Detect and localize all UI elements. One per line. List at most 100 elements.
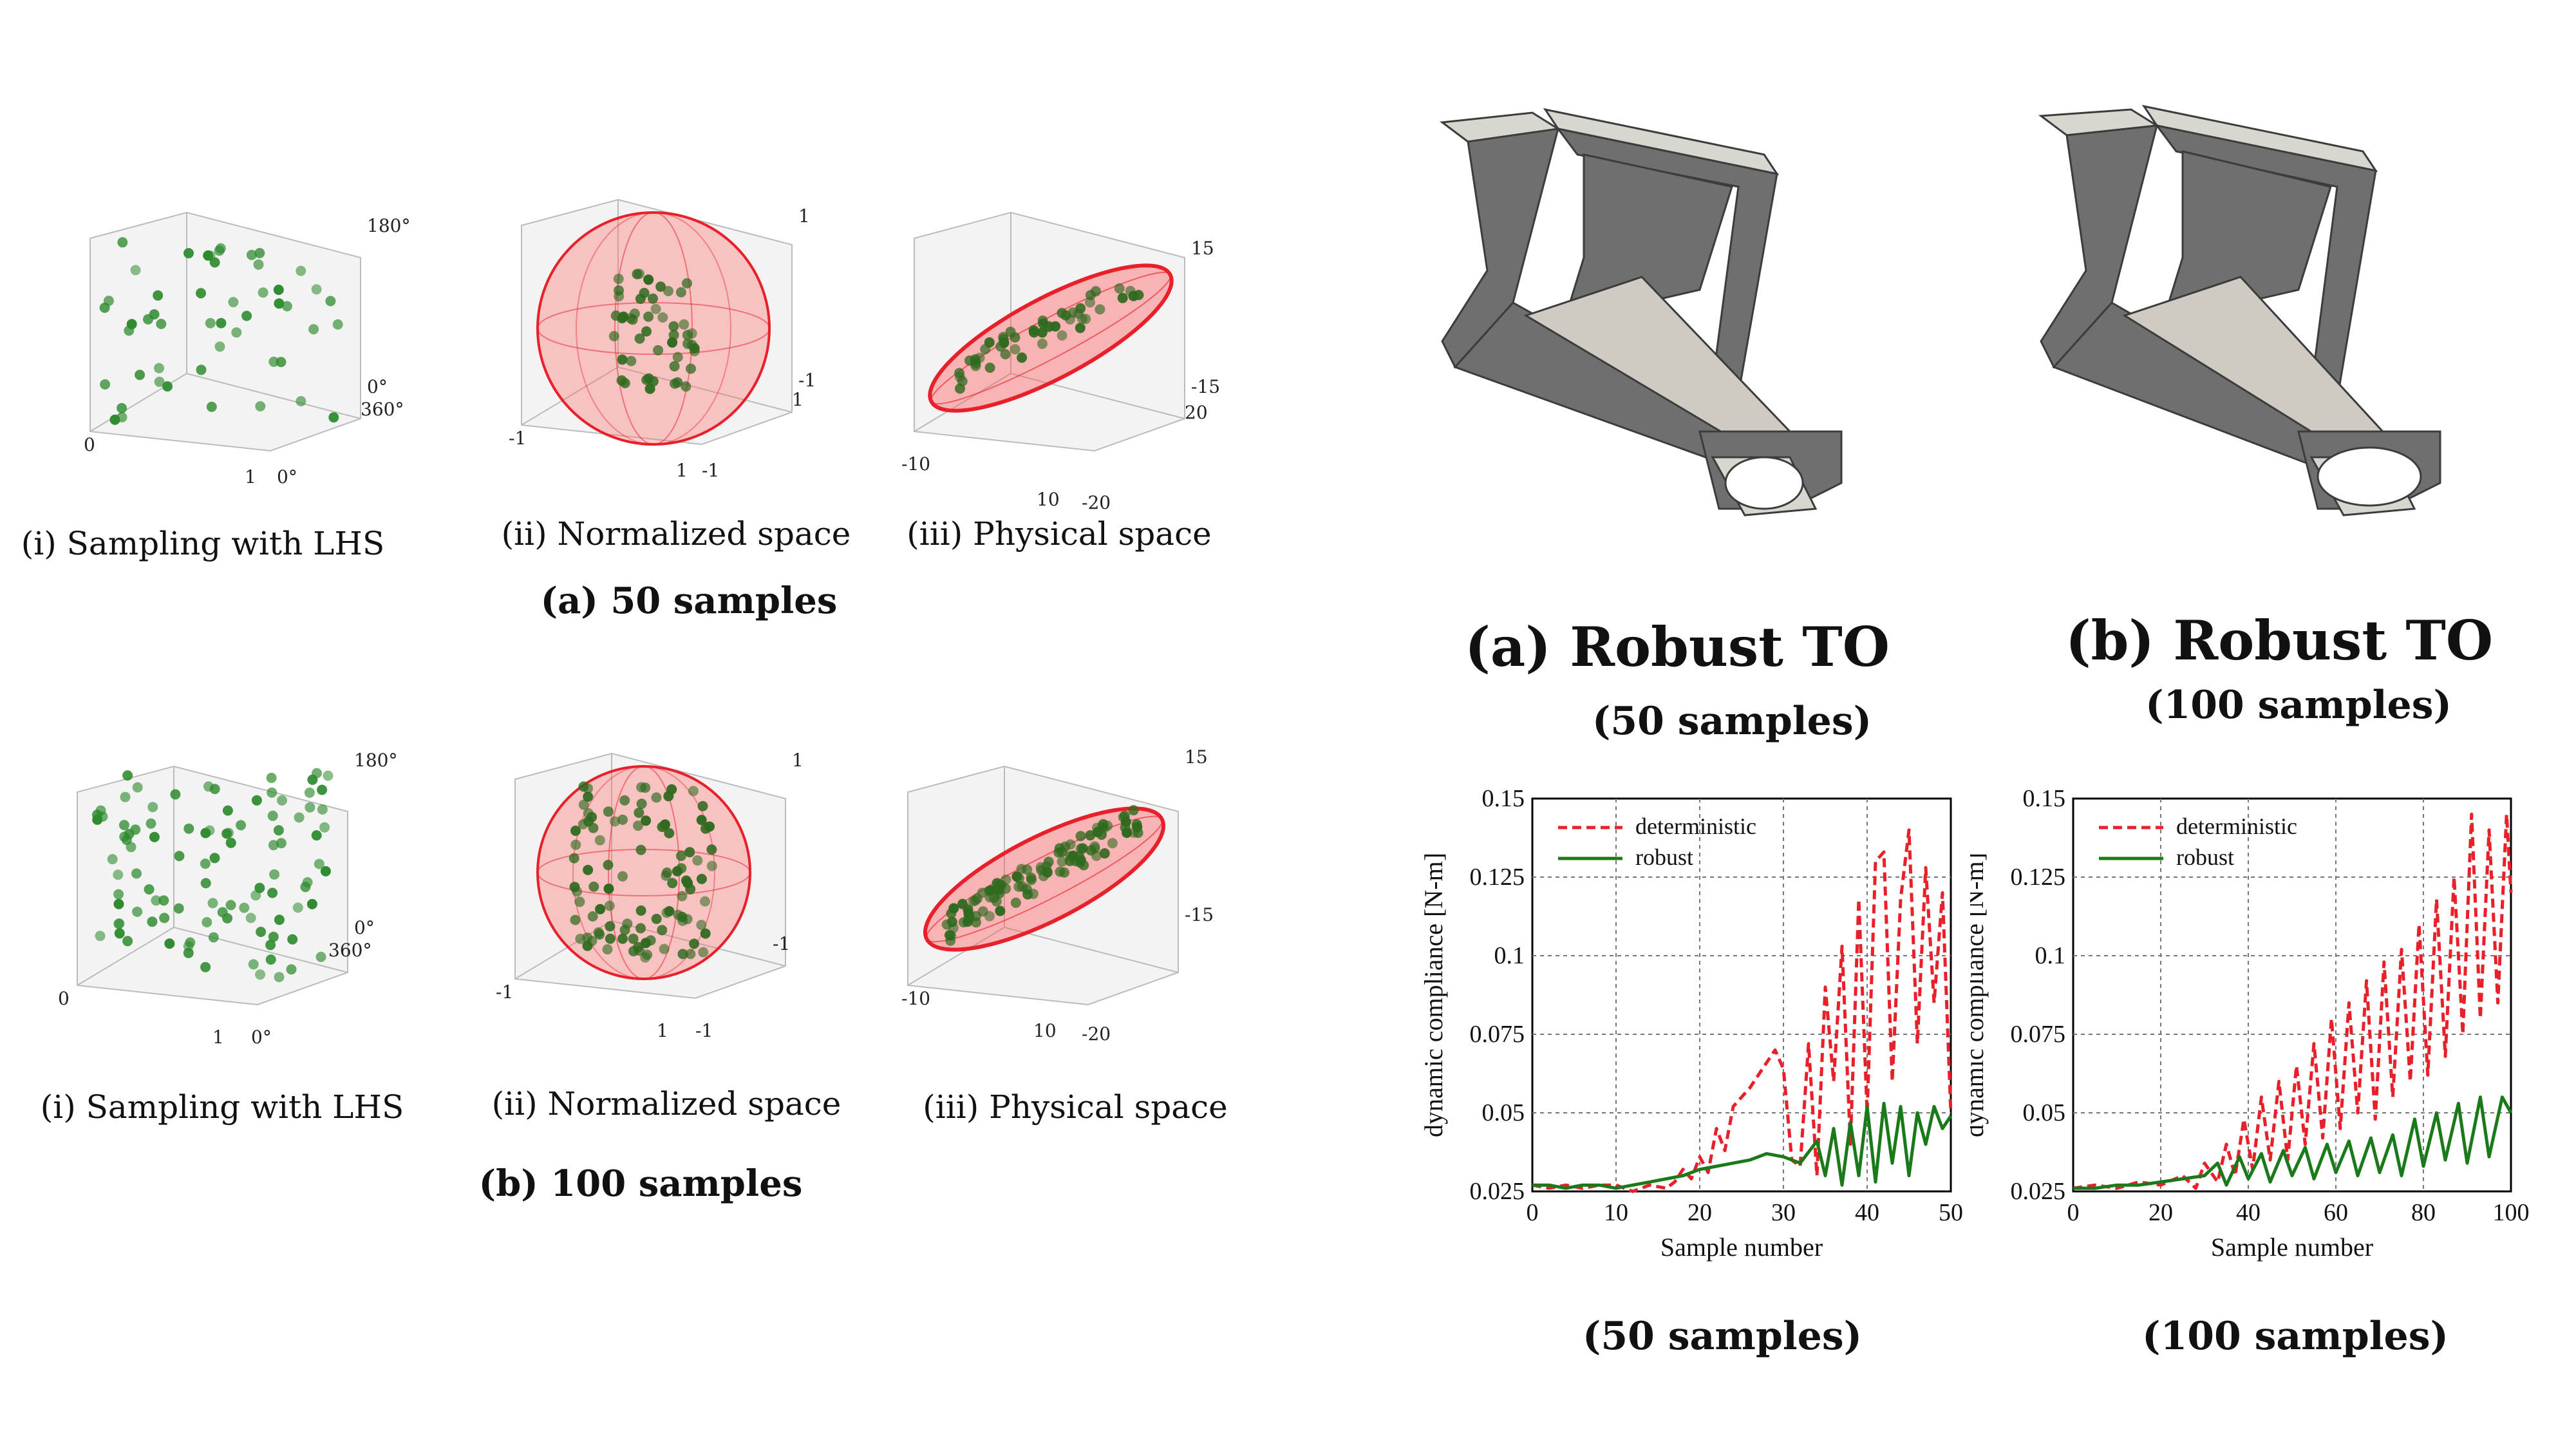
sample-point xyxy=(1065,851,1076,862)
sample-point xyxy=(1054,843,1065,854)
sample-point xyxy=(619,925,630,936)
y-axis-label: dynamic compliance [N-m] xyxy=(1419,853,1448,1137)
sample-point xyxy=(144,884,155,895)
x-tick-left: -10 xyxy=(901,988,930,1009)
sample-point xyxy=(687,339,697,350)
sample-point xyxy=(661,907,672,918)
sample-point xyxy=(619,377,630,388)
sample-point xyxy=(236,820,247,831)
sample-point xyxy=(634,808,644,818)
sample-point xyxy=(248,959,259,970)
physical-space-plot-b: 15 -15 -10 10 -20 xyxy=(901,746,1214,1045)
sample-point xyxy=(268,840,279,851)
sample-point xyxy=(1098,819,1109,829)
sample-point xyxy=(1095,304,1105,315)
sample-point xyxy=(700,928,711,939)
sample-point xyxy=(1042,867,1053,878)
sample-point xyxy=(254,248,265,258)
sample-point xyxy=(1037,338,1048,349)
z-tick-bottom: 0° xyxy=(354,917,375,938)
sample-point xyxy=(670,378,680,389)
sample-point xyxy=(216,317,227,328)
sample-point xyxy=(255,969,266,980)
sample-point xyxy=(170,789,181,800)
sample-point xyxy=(603,884,614,894)
sample-point xyxy=(635,905,646,916)
sample-point xyxy=(610,816,620,827)
series-line-deterministic xyxy=(2073,812,2513,1190)
sample-point xyxy=(634,945,644,956)
sample-point xyxy=(984,911,995,922)
sample-point xyxy=(595,904,606,914)
sample-point xyxy=(281,301,292,312)
sample-point xyxy=(700,823,711,834)
sample-point xyxy=(135,370,146,381)
sample-points xyxy=(954,283,1144,394)
sample-point xyxy=(618,311,629,322)
sample-point xyxy=(583,864,594,875)
sample-point xyxy=(645,935,656,946)
sample-point xyxy=(117,237,128,248)
sample-point xyxy=(97,811,108,822)
robust-to-structure-b xyxy=(2038,104,2441,516)
sample-point xyxy=(570,839,581,850)
sample-point xyxy=(1085,297,1095,308)
sample-point xyxy=(130,265,141,276)
sample-point xyxy=(972,893,982,904)
sample-point xyxy=(688,786,699,797)
sample-point xyxy=(207,898,218,909)
x-tick-label: 80 xyxy=(2411,1199,2436,1226)
x-tick-right: 1 xyxy=(212,1027,224,1048)
sample-point xyxy=(274,914,285,925)
sample-point xyxy=(682,278,692,289)
sample-point xyxy=(1092,827,1103,838)
sample-point xyxy=(202,917,212,927)
sample-point xyxy=(1075,323,1086,334)
sample-point xyxy=(268,356,279,367)
sample-point xyxy=(305,802,315,813)
z-tick-top: 180° xyxy=(354,750,397,771)
sample-point xyxy=(984,363,995,373)
sample-point xyxy=(672,352,683,363)
sample-point xyxy=(650,303,661,314)
x-tick-label: 40 xyxy=(2236,1199,2261,1226)
y-tick-bottom: -20 xyxy=(1082,1023,1111,1045)
sample-point xyxy=(320,866,331,876)
sample-point xyxy=(156,319,167,329)
sample-point xyxy=(99,302,110,313)
sample-point xyxy=(164,938,175,949)
sample-point xyxy=(183,947,194,958)
y-tick-label: 0.075 xyxy=(2011,1021,2066,1048)
chart-caption-100: (100 samples) xyxy=(2142,1314,2449,1359)
sample-point xyxy=(663,286,673,296)
sample-point xyxy=(651,913,662,924)
sample-point xyxy=(1013,873,1024,884)
sample-point xyxy=(696,873,707,884)
sample-point xyxy=(196,288,206,299)
sample-point xyxy=(569,853,579,864)
sample-point xyxy=(1099,848,1110,859)
sample-point xyxy=(217,907,228,918)
sample-point xyxy=(1057,857,1067,867)
sample-point xyxy=(655,281,666,292)
sample-point xyxy=(256,927,267,937)
sample-point xyxy=(629,308,640,319)
sample-point xyxy=(664,828,675,838)
x-tick-label: 20 xyxy=(1688,1199,1712,1226)
sample-point xyxy=(1028,889,1039,899)
sample-point xyxy=(154,363,164,374)
sample-point xyxy=(643,311,654,322)
sample-point xyxy=(999,337,1010,348)
sample-point xyxy=(308,324,319,335)
sample-point xyxy=(641,815,652,826)
sample-point xyxy=(578,799,589,810)
sample-point xyxy=(203,250,214,261)
sample-point xyxy=(1057,330,1067,341)
sample-point xyxy=(153,290,164,301)
sample-point xyxy=(642,949,653,960)
sample-point xyxy=(666,784,677,795)
x-tick-left: -1 xyxy=(509,428,526,449)
sample-point xyxy=(1065,839,1076,850)
sample-point xyxy=(268,931,279,942)
y-tick-label: 0.1 xyxy=(2035,942,2066,969)
